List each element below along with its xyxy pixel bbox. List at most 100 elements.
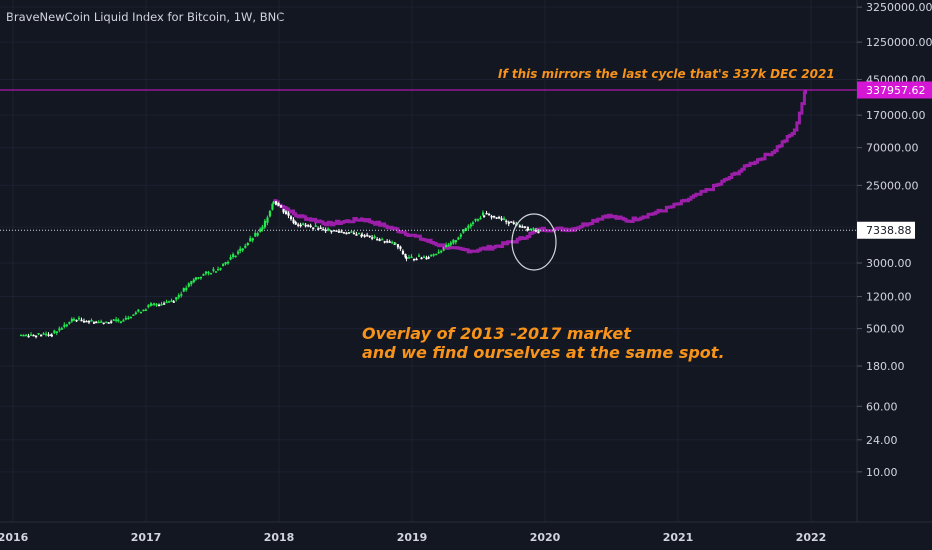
- candle: [464, 227, 467, 232]
- candle: [177, 293, 180, 300]
- y-tick-label: 60.00: [866, 400, 898, 413]
- current-price-label: 7338.88: [866, 224, 912, 237]
- candle: [95, 320, 98, 324]
- candle: [447, 242, 450, 247]
- candle: [481, 210, 485, 217]
- candle: [58, 326, 61, 333]
- candle: [155, 303, 158, 307]
- candle: [212, 267, 215, 273]
- candle: [302, 222, 305, 226]
- candle: [68, 321, 71, 325]
- candle: [304, 222, 307, 228]
- candle: [158, 303, 161, 307]
- candle: [523, 226, 526, 229]
- target-annotation: If this mirrors the last cycle that's 33…: [498, 67, 835, 81]
- candle: [479, 215, 482, 220]
- candle: [241, 248, 244, 253]
- candle: [490, 214, 493, 220]
- candle: [289, 215, 293, 221]
- candle: [32, 334, 35, 337]
- candle: [124, 315, 127, 321]
- target-tag-bg: [857, 81, 932, 99]
- candle: [185, 285, 188, 292]
- x-tick-label: 2017: [131, 531, 162, 544]
- x-tick-label: 2016: [0, 531, 29, 544]
- candle: [415, 257, 418, 261]
- candle: [503, 216, 506, 221]
- candle: [244, 243, 247, 249]
- candle: [274, 200, 278, 206]
- candle: [437, 249, 440, 254]
- y-tick-label: 170000.00: [866, 109, 926, 122]
- candle: [142, 309, 145, 312]
- y-axis[interactable]: 3250000.001250000.00450000.00170000.0070…: [857, 1, 932, 479]
- candle: [112, 318, 115, 321]
- candle: [115, 316, 118, 323]
- candle: [251, 237, 254, 243]
- candle: [469, 222, 472, 229]
- candle: [488, 212, 491, 216]
- candle: [340, 229, 343, 233]
- candle: [122, 318, 125, 322]
- target-price-tag: 337957.62: [857, 81, 932, 99]
- candle: [399, 245, 402, 251]
- candle: [471, 220, 475, 227]
- candle: [163, 301, 166, 305]
- y-tick-label: 3000.00: [866, 257, 912, 270]
- candle: [22, 334, 25, 337]
- y-tick-label: 70000.00: [866, 142, 919, 155]
- overlay-annotation-line1: Overlay of 2013 -2017 market: [362, 324, 632, 343]
- candle: [234, 255, 237, 258]
- candle: [449, 240, 452, 247]
- candle: [378, 237, 381, 242]
- candle: [90, 318, 93, 322]
- y-tick-label: 3250000.00: [866, 1, 932, 14]
- x-axis[interactable]: 2016 2017 2018 2019 2020 2021 2022: [0, 531, 826, 544]
- overlay-annotation-line2: and we find ourselves at the same spot.: [362, 343, 725, 362]
- candle: [63, 322, 66, 329]
- candle: [272, 201, 275, 205]
- candle: [263, 219, 267, 229]
- candle: [237, 249, 240, 256]
- candle: [45, 331, 48, 337]
- candle: [20, 334, 23, 337]
- candle: [537, 229, 540, 234]
- candle: [277, 202, 280, 207]
- candle: [229, 254, 232, 261]
- grid: [0, 0, 857, 522]
- candle: [330, 230, 333, 234]
- candle: [254, 231, 257, 238]
- candle: [292, 217, 295, 225]
- candle: [268, 209, 272, 218]
- y-tick-label: 1250000.00: [866, 36, 932, 49]
- candle: [350, 230, 353, 233]
- candle: [147, 304, 150, 309]
- candle: [427, 255, 430, 260]
- candle: [474, 218, 477, 223]
- candle: [391, 240, 394, 244]
- y-tick-label: 25000.00: [866, 179, 919, 192]
- candle: [420, 256, 423, 260]
- candle: [324, 227, 327, 233]
- candle: [165, 299, 168, 304]
- candle: [85, 320, 88, 323]
- candle: [462, 229, 465, 234]
- candle: [373, 234, 376, 239]
- candle: [507, 220, 510, 227]
- candle: [322, 226, 325, 231]
- candle: [222, 263, 225, 267]
- candle: [532, 227, 535, 232]
- candle: [518, 224, 521, 228]
- candle: [412, 258, 416, 262]
- candle: [314, 222, 317, 227]
- candle: [97, 320, 100, 324]
- candle: [454, 239, 457, 245]
- candle: [187, 282, 190, 288]
- candle: [396, 243, 400, 250]
- candle: [117, 318, 120, 323]
- candle: [271, 203, 274, 211]
- candle: [534, 228, 538, 232]
- candle: [417, 253, 421, 257]
- candle: [352, 230, 356, 235]
- candle: [476, 218, 480, 222]
